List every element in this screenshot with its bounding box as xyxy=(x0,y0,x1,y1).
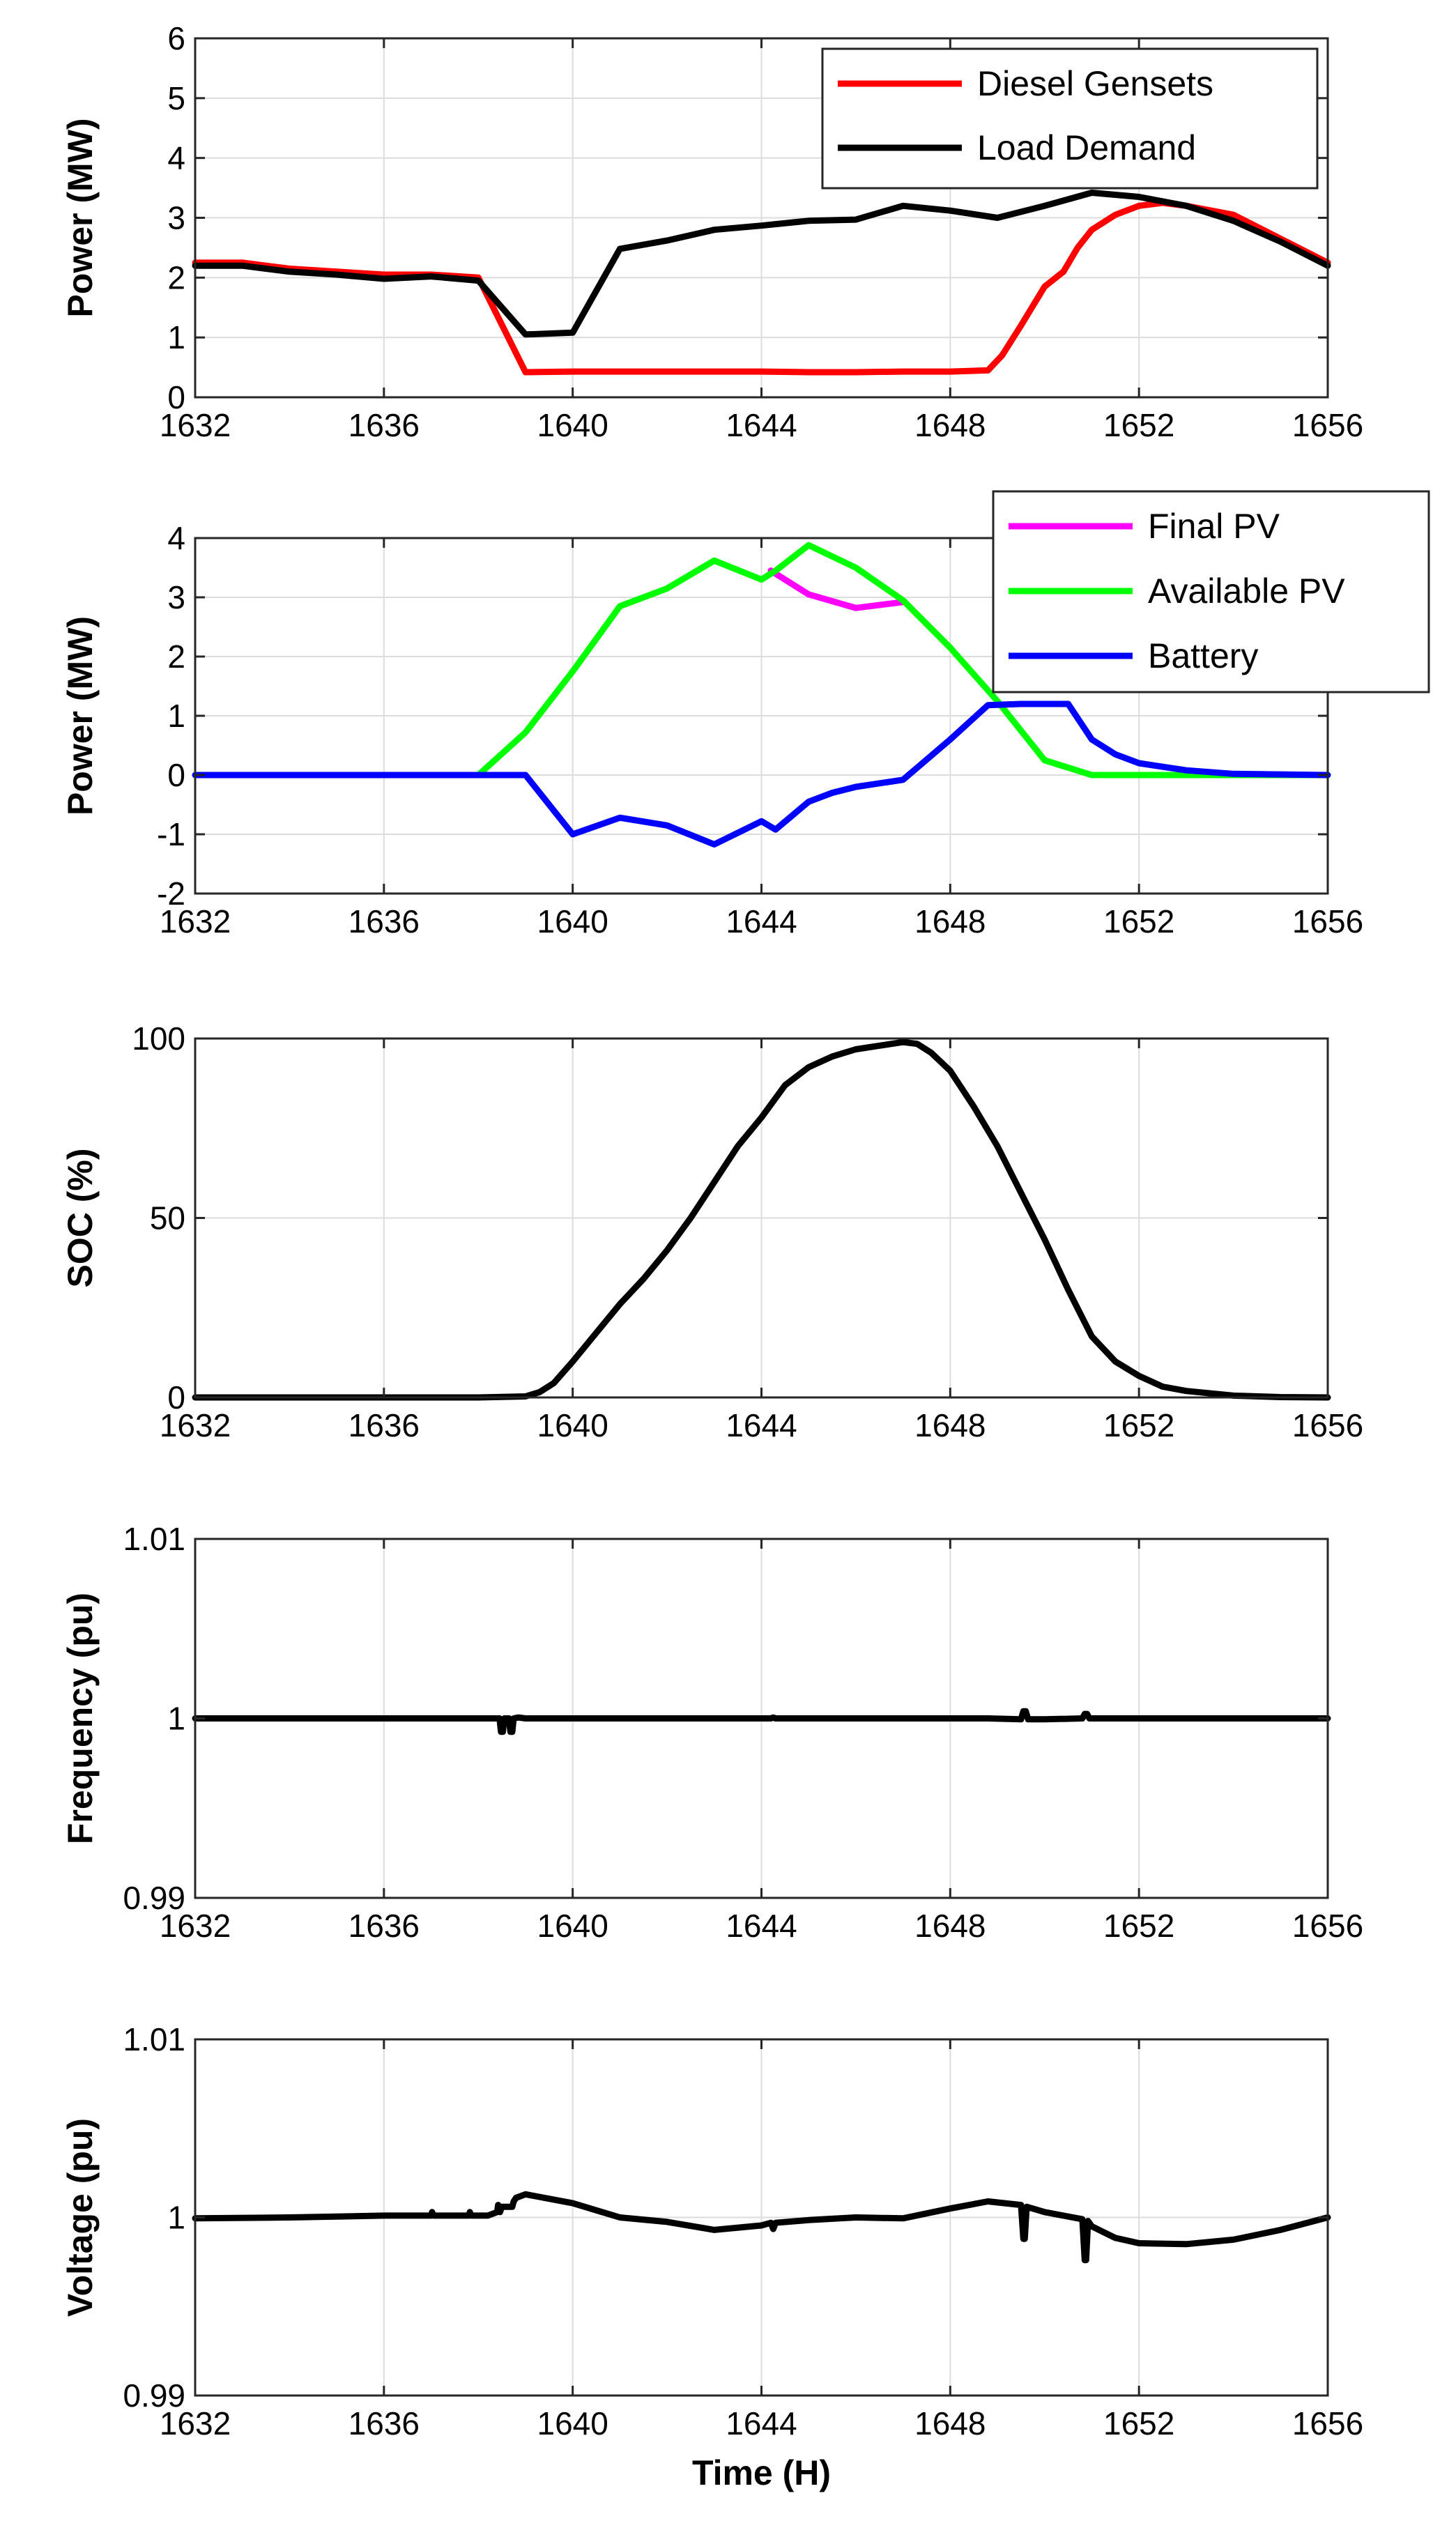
chart-5: 1632 1636 1640 1644 1648 1652 1656 0.99 1 1.01 Vol… xyxy=(61,2021,1363,2492)
x-tick-label: 1652 xyxy=(1103,1407,1174,1443)
legend: Diesel Gensets Load Demand xyxy=(821,47,1319,190)
y-tick-label: 3 xyxy=(167,579,185,615)
y-tick-label: 5 xyxy=(167,80,185,116)
legend-label: Diesel Gensets xyxy=(977,64,1213,103)
x-tick-label: 1656 xyxy=(1292,1908,1363,1944)
y-tick-label: 1.01 xyxy=(123,2021,185,2057)
chart-2: 1632 1636 1640 1644 1648 1652 1656 -2 -1 0 1 2 3 4 Pow… xyxy=(61,490,1430,940)
y-tick-label: 100 xyxy=(132,1020,185,1057)
x-tick-label: 1644 xyxy=(726,903,797,940)
x-tick-label: 1640 xyxy=(537,903,608,940)
y-tick-label: 0 xyxy=(167,379,185,415)
x-axis-label: Time (H) xyxy=(692,2453,831,2492)
legend-label: Final PV xyxy=(1148,507,1280,546)
y-tick-label: 1 xyxy=(167,319,185,355)
y-tick-label: 2 xyxy=(167,259,185,296)
y-axis-label: Power (MW) xyxy=(61,616,100,815)
y-tick-label: 0.99 xyxy=(123,1880,185,1916)
legend-label: Battery xyxy=(1148,636,1258,675)
x-tick-label: 1656 xyxy=(1292,2405,1363,2442)
x-tick-label: 1652 xyxy=(1103,1908,1174,1944)
y-tick-label: 0 xyxy=(167,757,185,793)
y-tick-label: 6 xyxy=(167,20,185,56)
series-line-soc xyxy=(192,1038,1331,1401)
y-tick-label: 1.01 xyxy=(123,1521,185,1557)
x-tick-label: 1648 xyxy=(914,1407,986,1443)
legend-label: Load Demand xyxy=(977,128,1196,167)
y-tick-label: 1 xyxy=(167,2200,185,2236)
y-tick-label: 4 xyxy=(167,520,185,556)
y-axis-label: Voltage (pu) xyxy=(61,2118,100,2317)
x-tick-label: 1648 xyxy=(914,903,986,940)
x-tick-label: 1632 xyxy=(160,1908,231,1944)
x-tick-label: 1652 xyxy=(1103,903,1174,940)
x-tick-label: 1644 xyxy=(726,1908,797,1944)
y-tick-label: 0.99 xyxy=(123,2377,185,2414)
x-tick-label: 1636 xyxy=(348,903,420,940)
y-tick-label: 3 xyxy=(167,200,185,236)
y-tick-label: 1 xyxy=(167,698,185,734)
x-tick-label: 1648 xyxy=(914,407,986,443)
x-tick-label: 1632 xyxy=(160,1407,231,1443)
series-line-load-demand xyxy=(192,190,1331,338)
x-tick-label: 1632 xyxy=(160,407,231,443)
series-line-final-pv xyxy=(767,567,907,611)
x-tick-label: 1640 xyxy=(537,1908,608,1944)
y-tick-label: -1 xyxy=(157,816,185,852)
series-line-available-pv xyxy=(192,542,1331,779)
x-tick-label: 1640 xyxy=(537,2405,608,2442)
x-tick-label: 1640 xyxy=(537,1407,608,1443)
chart-4: 1632 1636 1640 1644 1648 1652 1656 0.99 1 1.01 Fre… xyxy=(61,1521,1363,1944)
x-tick-label: 1636 xyxy=(348,407,420,443)
y-tick-label: 2 xyxy=(167,638,185,675)
series-line-battery xyxy=(192,700,1331,848)
series-line-frequency xyxy=(192,1708,1331,1735)
x-tick-label: 1636 xyxy=(348,2405,420,2442)
y-tick-label: 0 xyxy=(167,1379,185,1416)
x-tick-label: 1644 xyxy=(726,2405,797,2442)
y-tick-label: 1 xyxy=(167,1701,185,1737)
legend-label: Available PV xyxy=(1148,572,1345,611)
series-line-voltage xyxy=(192,2191,1331,2264)
y-axis-label: SOC (%) xyxy=(61,1149,100,1288)
x-tick-label: 1632 xyxy=(160,2405,231,2442)
y-tick-label: 50 xyxy=(150,1200,185,1236)
x-tick-label: 1636 xyxy=(348,1407,420,1443)
x-tick-label: 1640 xyxy=(537,407,608,443)
x-tick-label: 1652 xyxy=(1103,2405,1174,2442)
y-axis-label: Frequency (pu) xyxy=(61,1593,100,1844)
x-tick-label: 1656 xyxy=(1292,407,1363,443)
x-tick-label: 1636 xyxy=(348,1908,420,1944)
legend-box xyxy=(821,47,1319,190)
x-tick-label: 1656 xyxy=(1292,1407,1363,1443)
x-tick-label: 1644 xyxy=(726,1407,797,1443)
legend: Final PV Available PV Battery xyxy=(992,490,1430,693)
x-tick-label: 1644 xyxy=(726,407,797,443)
y-tick-label: -2 xyxy=(157,875,185,912)
chart-1: 1632 1636 1640 1644 1648 1652 1656 0 1 2 3 4 5 6 Power… xyxy=(61,20,1363,443)
x-tick-label: 1648 xyxy=(914,2405,986,2442)
x-tick-label: 1652 xyxy=(1103,407,1174,443)
chart-3: 1632 1636 1640 1644 1648 1652 1656 0 50 100 SOC (%… xyxy=(61,1020,1363,1443)
x-tick-label: 1648 xyxy=(914,1908,986,1944)
y-tick-label: 4 xyxy=(167,140,185,176)
x-tick-label: 1632 xyxy=(160,903,231,940)
x-tick-label: 1656 xyxy=(1292,903,1363,940)
y-axis-label: Power (MW) xyxy=(61,118,100,317)
